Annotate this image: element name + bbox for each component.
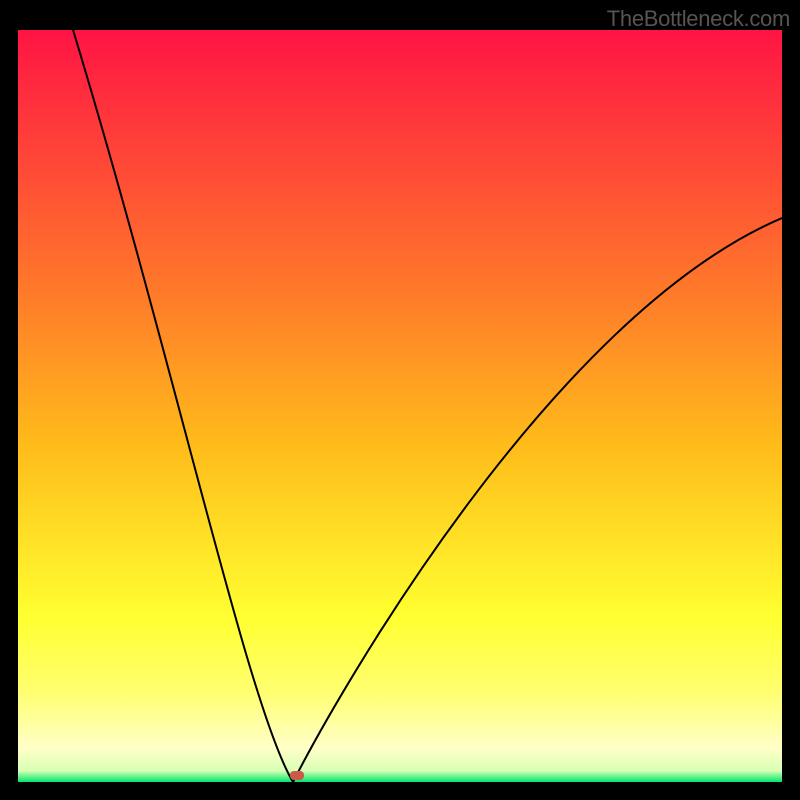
optimum-marker	[290, 771, 304, 780]
plot-svg	[18, 30, 782, 782]
gradient-background	[18, 30, 782, 782]
bottleneck-plot	[18, 30, 782, 782]
watermark-text: TheBottleneck.com	[607, 6, 790, 32]
